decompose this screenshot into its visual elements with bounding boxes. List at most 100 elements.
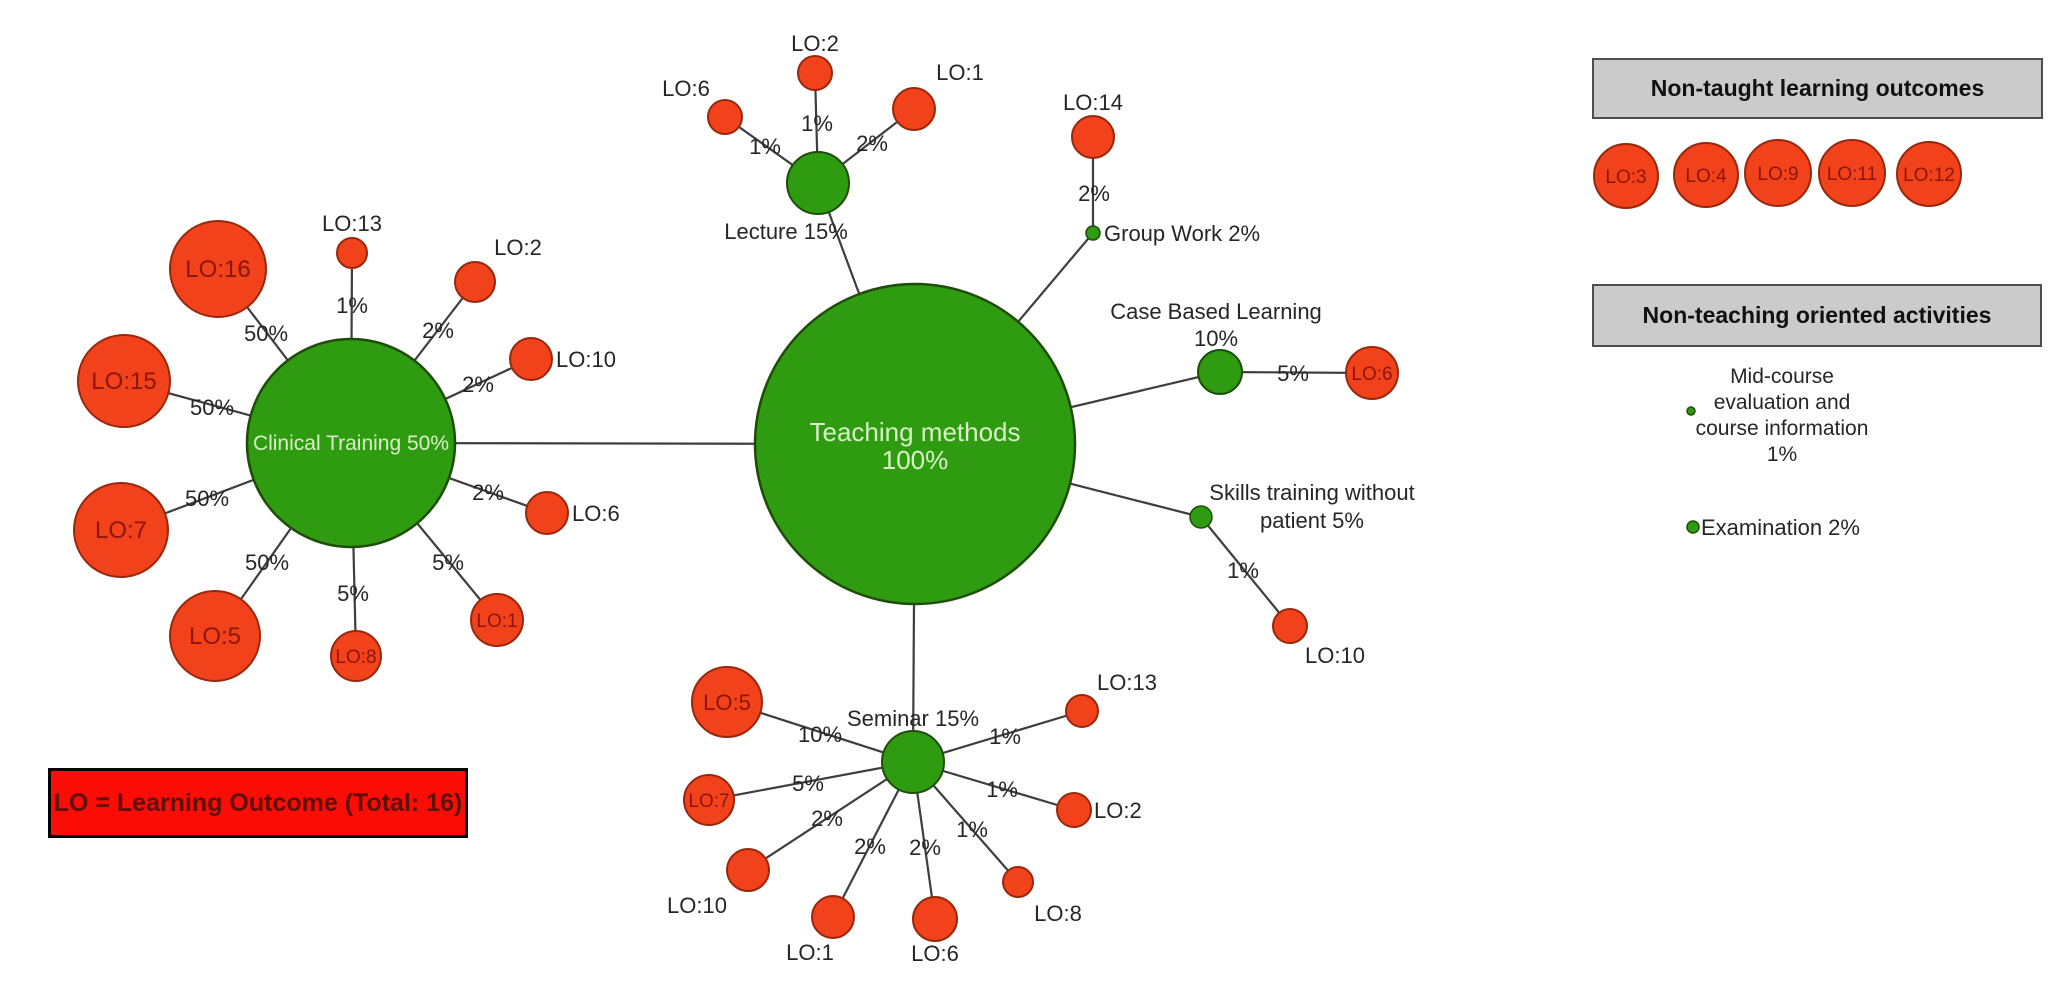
label-ct-lo6: LO:6 [572, 501, 620, 526]
legend-non-taught-header: Non-taught learning outcomes [1592, 58, 2043, 119]
edge-label-sem-sem-lo6: 2% [909, 835, 941, 860]
label-ct-lo10: LO:10 [556, 347, 616, 372]
node-gw-lo14 [1071, 115, 1115, 159]
edge-label-sem-sem-lo13: 1% [989, 724, 1021, 749]
node-sem-lo7 [683, 774, 735, 826]
label-leg-lo3: LO:3 [1605, 167, 1646, 188]
label-lec: Lecture 15% [724, 219, 848, 244]
edge-sem-sem-lo7 [708, 760, 914, 802]
edge-label-ct-ct-lo5: 50% [245, 550, 289, 575]
legend-non-teaching-title: Non-teaching oriented activities [1642, 302, 1992, 328]
node-sem-lo8 [1002, 866, 1034, 898]
label-exam-dot: Examination 2% [1701, 515, 1860, 540]
label-tm: Teaching methods 100% [809, 417, 1020, 475]
node-leg-lo3 [1593, 143, 1659, 209]
label-lec-lo2: LO:2 [791, 31, 839, 56]
label-ct-lo1: LO:1 [476, 611, 517, 632]
label-ct: Clinical Training 50% [253, 432, 449, 455]
node-ct-lo13 [336, 237, 368, 269]
label-mid-dot: Mid-course evaluation and course informati… [1696, 365, 1869, 466]
label-ct-lo8: LO:8 [335, 647, 376, 668]
label-gw: Group Work 2% [1104, 221, 1260, 246]
edge-label-sem-sem-lo10: 2% [811, 806, 843, 831]
edge-label-ct-ct-lo13: 1% [336, 293, 368, 318]
edge-label-ct-ct-lo6: 2% [472, 480, 504, 505]
edge-label-ct-ct-lo7: 50% [185, 486, 229, 511]
label-sem-lo13: LO:13 [1097, 670, 1157, 695]
node-tm [753, 282, 1077, 606]
node-ct [245, 337, 457, 549]
label-sem: Seminar 15% [847, 706, 979, 731]
edge-sem-sem-lo10 [747, 761, 914, 871]
node-sem-lo5 [691, 666, 763, 738]
node-sem-lo13 [1065, 694, 1099, 728]
node-sem-lo6 [912, 896, 958, 942]
label-leg-lo4: LO:4 [1685, 166, 1727, 187]
label-leg-lo9: LO:9 [1757, 164, 1798, 185]
node-leg-lo4 [1673, 142, 1739, 208]
node-leg-lo12 [1896, 141, 1962, 207]
edge-label-gw-gw-lo14: 2% [1078, 181, 1110, 206]
lo-abbreviation-text: LO = Learning Outcome (Total: 16) [53, 788, 463, 817]
label-stw-lo10: LO:10 [1305, 643, 1365, 668]
node-ct-lo15 [77, 334, 171, 428]
label-sem-lo5: LO:5 [703, 690, 751, 715]
node-lec [786, 151, 850, 215]
label-cbl-lo6: LO:6 [1351, 364, 1392, 385]
edge-label-sem-sem-lo7: 5% [792, 771, 824, 796]
edge-label-lec-lec-lo1: 2% [856, 131, 888, 156]
node-sem-lo1 [811, 895, 855, 939]
node-ct-lo1 [470, 593, 524, 647]
label-sem-lo1: LO:1 [786, 940, 834, 965]
edge-label-lec-lec-lo6: 1% [749, 134, 781, 159]
edge-label-sem-sem-lo5: 10% [798, 722, 842, 747]
legend-non-teaching-header: Non-teaching oriented activities [1592, 284, 2042, 347]
node-sem-lo10 [726, 848, 770, 892]
node-sem [881, 730, 945, 794]
label-sem-lo7: LO:7 [688, 791, 729, 812]
label-ct-lo16: LO:16 [185, 256, 250, 283]
node-ct-lo6 [525, 491, 569, 535]
node-lec-lo2 [797, 55, 833, 91]
edge-label-sem-sem-lo8: 1% [956, 817, 988, 842]
node-lec-lo1 [892, 87, 936, 131]
label-leg-lo12: LO:12 [1903, 165, 1955, 186]
node-cbl [1197, 349, 1243, 395]
label-lec-lo6: LO:6 [662, 76, 710, 101]
edge-label-ct-ct-lo15: 50% [190, 395, 234, 420]
node-ct-lo16 [169, 220, 267, 318]
lo-abbreviation-callout: LO = Learning Outcome (Total: 16) [48, 768, 468, 838]
node-stw-lo10 [1272, 608, 1308, 644]
edge-label-sem-sem-lo1: 2% [854, 834, 886, 859]
node-ct-lo5 [169, 590, 261, 682]
node-gw [1085, 225, 1101, 241]
label-ct-lo7: LO:7 [95, 517, 147, 544]
edge-label-stw-stw-lo10: 1% [1227, 558, 1259, 583]
edge-stw-stw-lo10 [1200, 516, 1291, 627]
label-gw-lo14: LO:14 [1063, 90, 1123, 115]
node-leg-lo9 [1744, 139, 1812, 207]
label-sem-lo8: LO:8 [1034, 901, 1082, 926]
node-ct-lo7 [73, 482, 169, 578]
node-ct-lo10 [509, 337, 553, 381]
label-stw: Skills training without patient 5% [1209, 480, 1414, 533]
legend-non-taught-title: Non-taught learning outcomes [1650, 75, 1985, 101]
edge-label-ct-ct-lo10: 2% [462, 372, 494, 397]
edge-label-sem-sem-lo2: 1% [986, 777, 1018, 802]
edge-label-ct-ct-lo2: 2% [422, 318, 454, 343]
label-lec-lo1: LO:1 [936, 60, 984, 85]
edge-label-cbl-cbl-lo6: 5% [1277, 361, 1309, 386]
label-sem-lo6: LO:6 [911, 941, 959, 966]
node-ct-lo2 [454, 261, 496, 303]
node-leg-lo11 [1818, 139, 1886, 207]
label-ct-lo5: LO:5 [189, 623, 241, 650]
edge-label-ct-ct-lo1: 5% [432, 550, 464, 575]
node-sem-lo2 [1056, 792, 1092, 828]
label-leg-lo11: LO:11 [1827, 164, 1877, 185]
label-sem-lo10: LO:10 [667, 893, 727, 918]
edge-label-lec-lec-lo2: 1% [801, 111, 833, 136]
node-exam-dot [1686, 520, 1700, 534]
edge-label-ct-ct-lo16: 50% [244, 321, 288, 346]
